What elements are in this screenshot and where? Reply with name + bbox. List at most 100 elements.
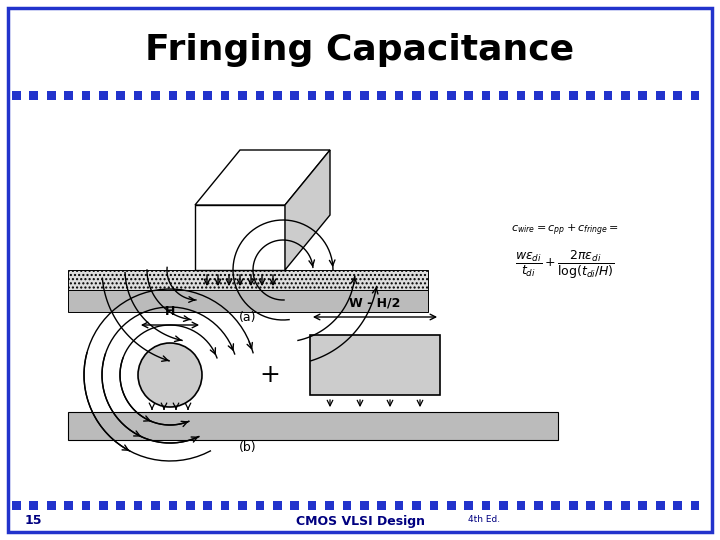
Bar [447,501,456,510]
Bar [299,501,307,510]
Bar [603,501,612,510]
Bar [343,91,351,100]
Bar [569,91,577,100]
Text: +: + [260,363,280,387]
Bar [186,91,194,100]
Bar [90,501,99,510]
Bar [673,91,682,100]
Bar [508,501,517,510]
Bar [552,501,560,510]
Bar [68,412,558,440]
Bar [369,91,377,100]
Bar [508,91,517,100]
Bar [621,501,630,510]
Bar [482,501,490,510]
Text: (b): (b) [239,441,257,454]
Bar [464,501,473,510]
Bar [325,501,334,510]
Bar [12,91,21,100]
Bar [143,91,151,100]
Bar [534,501,543,510]
Bar [386,91,395,100]
Bar [238,501,247,510]
Bar [630,501,639,510]
Bar [377,91,386,100]
Bar [73,501,81,510]
Bar [151,91,160,100]
Bar [310,335,440,395]
Bar [577,91,586,100]
Bar [343,501,351,510]
Bar [177,91,186,100]
Bar [473,501,482,510]
Text: 15: 15 [25,515,42,528]
Bar [64,501,73,510]
Bar [699,501,708,510]
Bar [682,501,690,510]
Bar [473,91,482,100]
Bar [412,501,421,510]
Text: $\dfrac{w\varepsilon_{di}}{t_{di}} + \dfrac{2\pi\varepsilon_{di}}{\log(t_{di}/H): $\dfrac{w\varepsilon_{di}}{t_{di}} + \df… [516,249,615,281]
Bar [299,91,307,100]
Text: $c_{wire} = c_{pp} + c_{fringe} =$: $c_{wire} = c_{pp} + c_{fringe} =$ [511,222,619,238]
Bar [81,91,90,100]
Bar [317,501,325,510]
Bar [673,501,682,510]
Bar [282,91,290,100]
Bar [586,501,595,510]
Bar [595,91,603,100]
Bar [203,501,212,510]
Bar [151,501,160,510]
Bar [194,91,203,100]
Text: Fringing Capacitance: Fringing Capacitance [145,33,575,67]
Polygon shape [195,150,330,205]
Bar [647,91,656,100]
Bar [256,91,264,100]
Bar [117,501,125,510]
Bar [490,501,499,510]
Bar [595,501,603,510]
Bar [412,91,421,100]
Bar [90,91,99,100]
Polygon shape [285,150,330,270]
Bar [68,270,428,290]
Bar [516,501,526,510]
Bar [456,91,464,100]
Text: H: H [165,305,175,318]
Bar [230,91,238,100]
Polygon shape [195,205,285,270]
Text: W - H/2: W - H/2 [349,297,401,310]
Bar [665,91,673,100]
Bar [552,91,560,100]
Bar [630,91,639,100]
Bar [569,501,577,510]
Bar [560,501,569,510]
Bar [273,501,282,510]
Bar [168,501,177,510]
Bar [430,501,438,510]
Bar [108,501,117,510]
Bar [177,501,186,510]
Bar [456,501,464,510]
Bar [395,91,403,100]
Bar [247,91,256,100]
Bar [221,91,230,100]
Bar [160,91,168,100]
Bar [125,91,134,100]
Bar [403,501,412,510]
Bar [656,501,665,510]
Bar [30,501,38,510]
Bar [264,91,273,100]
Bar [68,290,428,312]
Bar [307,91,317,100]
Bar [117,91,125,100]
Bar [360,91,369,100]
Bar [38,501,47,510]
Bar [307,501,317,510]
Bar [134,501,143,510]
Bar [560,91,569,100]
Bar [490,91,499,100]
Bar [290,501,299,510]
Bar [21,91,30,100]
Bar [125,501,134,510]
